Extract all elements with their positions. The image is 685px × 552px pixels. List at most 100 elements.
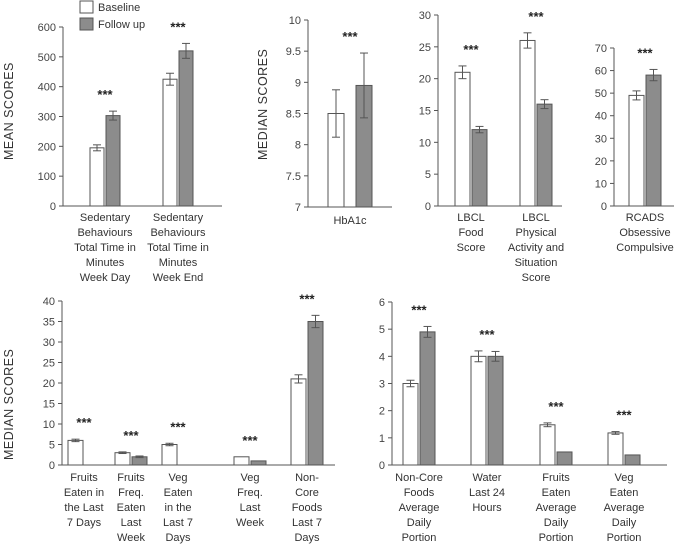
p6-significance-marker: ***: [479, 327, 495, 342]
p6-significance-marker: ***: [548, 399, 564, 414]
legend: Baseline Follow up: [79, 0, 145, 31]
p3-tick-label: 5: [425, 169, 431, 181]
p2-tick-label: 9: [295, 77, 301, 89]
p5-category-label: Fruits Eaten in the Last 7 Days: [64, 472, 104, 529]
p5-significance-marker: ***: [123, 428, 139, 443]
p3-bar-baseline: [454, 71, 471, 207]
p3-tick-label: 0: [425, 201, 431, 213]
p3-tick-label: 20: [419, 74, 431, 86]
p1-bar-followup: [105, 115, 121, 207]
p5-tick-label: 25: [43, 358, 55, 370]
p5-tick-label: 40: [43, 296, 55, 308]
legend-label-baseline: Baseline: [98, 2, 140, 14]
p4-tick-label: 40: [595, 111, 607, 123]
p6-category-label: Veg Eaten Average Daily Portion: [604, 472, 645, 544]
p3-bar-followup: [471, 129, 488, 207]
legend-swatch-baseline: [79, 0, 94, 14]
p6-significance-marker: ***: [411, 302, 427, 317]
p6-tick-label: 3: [379, 379, 385, 391]
p5-category-label: Veg Freq. Last Week: [236, 472, 264, 529]
p6-tick-label: 2: [379, 406, 385, 418]
p2-tick-label: 7: [295, 202, 301, 214]
legend-swatch-followup: [79, 17, 94, 31]
p3-tick-label: 25: [419, 42, 431, 54]
p1-significance-marker: ***: [170, 19, 186, 34]
p2-tick-label: 8.5: [286, 109, 301, 121]
y-axis-title-bottom: MEDIAN SCORES: [2, 349, 16, 460]
p2-tick-label: 10: [289, 15, 301, 27]
p5-significance-marker: ***: [76, 415, 92, 430]
y-axis-title-top-left: MEAN SCORES: [2, 62, 16, 160]
p3-category-label: LBCL Food Score: [457, 212, 486, 254]
p1-tick-label: 500: [38, 52, 56, 64]
p4-tick-label: 50: [595, 88, 607, 100]
p1-category-label: Sedentary Behaviours Total Time in Minutes W…: [74, 212, 136, 284]
p2-category-label: HbA1c: [333, 215, 367, 227]
legend-label-followup: Follow up: [98, 19, 145, 31]
p6-bar-followup: [556, 451, 573, 466]
p5-category-label: Non-Core Foods Last 7 Days: [292, 472, 323, 544]
p5-tick-label: 30: [43, 337, 55, 349]
p6-bar-baseline: [402, 383, 419, 466]
p4-bar-baseline: [628, 94, 645, 207]
p4-significance-marker: ***: [637, 45, 653, 60]
p6-category-label: Non-Core Foods Average Daily Portion: [395, 472, 443, 544]
p2-tick-label: 9.5: [286, 46, 301, 58]
p6-significance-marker: ***: [616, 408, 632, 423]
p1-significance-marker: ***: [97, 87, 113, 102]
p1-tick-label: 400: [38, 82, 56, 94]
p5-tick-label: 0: [49, 460, 55, 472]
p6-tick-label: 4: [379, 351, 385, 363]
p3-bar-followup: [536, 103, 553, 207]
p6-bar-baseline: [607, 432, 624, 466]
p5-bar-followup: [250, 460, 267, 466]
p3-bar-baseline: [519, 39, 536, 207]
p5-tick-label: 20: [43, 378, 55, 390]
p6-tick-label: 1: [379, 433, 385, 445]
p4-category-label: RCADS Obsessive Compulsive: [616, 212, 673, 254]
p5-tick-label: 10: [43, 419, 55, 431]
p4-bar-followup: [645, 74, 662, 207]
p5-tick-label: 5: [49, 440, 55, 452]
p1-bar-baseline: [162, 78, 178, 207]
p3-category-label: LBCL Physical Activity and Situation Score: [508, 212, 564, 284]
p5-tick-label: 15: [43, 399, 55, 411]
p3-tick-label: 10: [419, 137, 431, 149]
p5-category-label: Fruits Freq. Eaten Last Week: [117, 472, 146, 544]
p3-tick-label: 15: [419, 106, 431, 118]
p6-tick-label: 5: [379, 324, 385, 336]
p6-category-label: Fruits Eaten Average Daily Portion: [536, 472, 577, 544]
p5-significance-marker: ***: [242, 433, 258, 448]
p2-tick-label: 8: [295, 140, 301, 152]
p6-bar-baseline: [539, 424, 556, 466]
p4-tick-label: 70: [595, 43, 607, 55]
p5-bar-baseline: [114, 452, 131, 466]
p4-tick-label: 30: [595, 133, 607, 145]
p1-bar-followup: [178, 50, 194, 207]
p5-bar-baseline: [233, 456, 250, 466]
p5-bar-baseline: [67, 439, 84, 466]
p6-tick-label: 6: [379, 297, 385, 309]
p6-tick-label: 0: [379, 460, 385, 472]
p6-category-label: Water Last 24 Hours: [469, 472, 505, 514]
p1-tick-label: 0: [50, 201, 56, 213]
p6-bar-followup: [419, 331, 436, 466]
p4-tick-label: 60: [595, 66, 607, 78]
p1-tick-label: 300: [38, 112, 56, 124]
p4-tick-label: 0: [601, 201, 607, 213]
p6-bar-baseline: [470, 355, 487, 466]
p4-tick-label: 20: [595, 156, 607, 168]
p5-significance-marker: ***: [299, 291, 315, 306]
p2-significance-marker: ***: [342, 29, 358, 44]
p2-tick-label: 7.5: [286, 171, 301, 183]
p1-category-label: Sedentary Behaviours Total Time in Minutes W…: [147, 212, 209, 284]
p6-bar-followup: [487, 355, 504, 466]
p1-bar-baseline: [89, 147, 105, 207]
p4-tick-label: 10: [595, 178, 607, 190]
p5-bar-followup: [307, 321, 324, 466]
p1-tick-label: 600: [38, 22, 56, 34]
p3-significance-marker: ***: [463, 42, 479, 57]
p1-tick-label: 100: [38, 171, 56, 183]
y-axis-title-top-right: MEDIAN SCORES: [256, 49, 270, 160]
